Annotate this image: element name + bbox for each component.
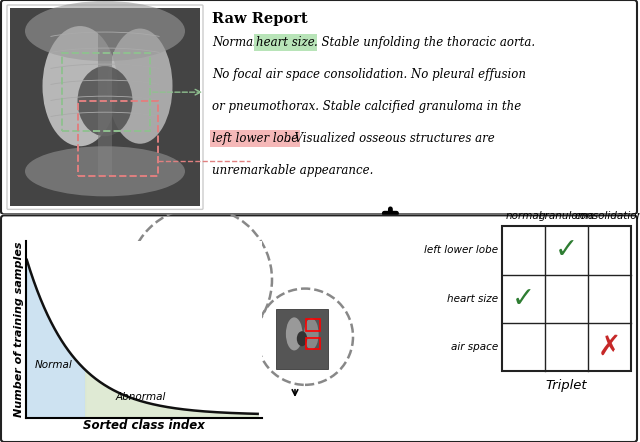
Ellipse shape <box>214 281 225 297</box>
Ellipse shape <box>163 249 175 268</box>
Bar <box>155 244 195 278</box>
Bar <box>10 8 200 206</box>
Text: consolidation: consolidation <box>575 211 640 221</box>
Ellipse shape <box>216 248 227 264</box>
Text: No focal air space consolidation. No pleural effusion: No focal air space consolidation. No ple… <box>212 68 526 81</box>
Ellipse shape <box>177 250 188 268</box>
Text: ✓: ✓ <box>555 236 578 264</box>
Ellipse shape <box>304 318 319 350</box>
Text: . Stable unfolding the thoracic aorta.: . Stable unfolding the thoracic aorta. <box>314 36 535 49</box>
Bar <box>306 319 320 331</box>
Text: unremarkable appearance.: unremarkable appearance. <box>212 164 373 177</box>
Ellipse shape <box>286 317 303 351</box>
Ellipse shape <box>173 282 186 300</box>
Text: Abnormal: Abnormal <box>116 392 166 402</box>
Ellipse shape <box>25 1 185 61</box>
Text: or pneumothorax. Stable calcified granuloma in the: or pneumothorax. Stable calcified granul… <box>212 100 521 113</box>
Bar <box>151 277 193 311</box>
FancyBboxPatch shape <box>1 215 637 442</box>
Ellipse shape <box>42 26 118 146</box>
Bar <box>306 338 320 349</box>
Bar <box>196 243 234 274</box>
Text: heart size: heart size <box>256 36 315 49</box>
Ellipse shape <box>211 255 219 263</box>
Bar <box>502 226 631 371</box>
Ellipse shape <box>208 288 216 296</box>
Text: Triplet: Triplet <box>546 379 588 392</box>
Ellipse shape <box>77 66 132 136</box>
Text: ✗: ✗ <box>598 333 621 361</box>
Bar <box>98 16 112 176</box>
Ellipse shape <box>168 290 176 298</box>
Text: Normal: Normal <box>212 36 260 49</box>
FancyBboxPatch shape <box>1 0 637 214</box>
Ellipse shape <box>297 331 307 346</box>
Text: granuloma: granuloma <box>538 211 595 221</box>
Bar <box>62 53 150 131</box>
Bar <box>78 101 158 176</box>
Text: Raw Report: Raw Report <box>212 12 308 26</box>
Text: . Visualized osseous structures are: . Visualized osseous structures are <box>287 132 495 145</box>
X-axis label: Sorted class index: Sorted class index <box>83 419 205 432</box>
Ellipse shape <box>204 247 216 265</box>
Ellipse shape <box>159 282 172 300</box>
FancyBboxPatch shape <box>7 5 203 210</box>
Bar <box>192 275 232 308</box>
Text: ✓: ✓ <box>512 285 535 312</box>
Text: air space: air space <box>451 342 498 352</box>
Ellipse shape <box>200 280 212 298</box>
Y-axis label: Number of training samples: Number of training samples <box>14 241 24 417</box>
Text: Normal: Normal <box>35 360 73 370</box>
Text: left lower lobe: left lower lobe <box>424 245 498 255</box>
Ellipse shape <box>25 146 185 196</box>
Bar <box>276 309 328 369</box>
Ellipse shape <box>171 257 179 266</box>
Text: heart size: heart size <box>447 293 498 304</box>
Text: left lower lobe: left lower lobe <box>212 132 298 145</box>
Ellipse shape <box>108 29 173 144</box>
Text: normal: normal <box>505 211 542 221</box>
